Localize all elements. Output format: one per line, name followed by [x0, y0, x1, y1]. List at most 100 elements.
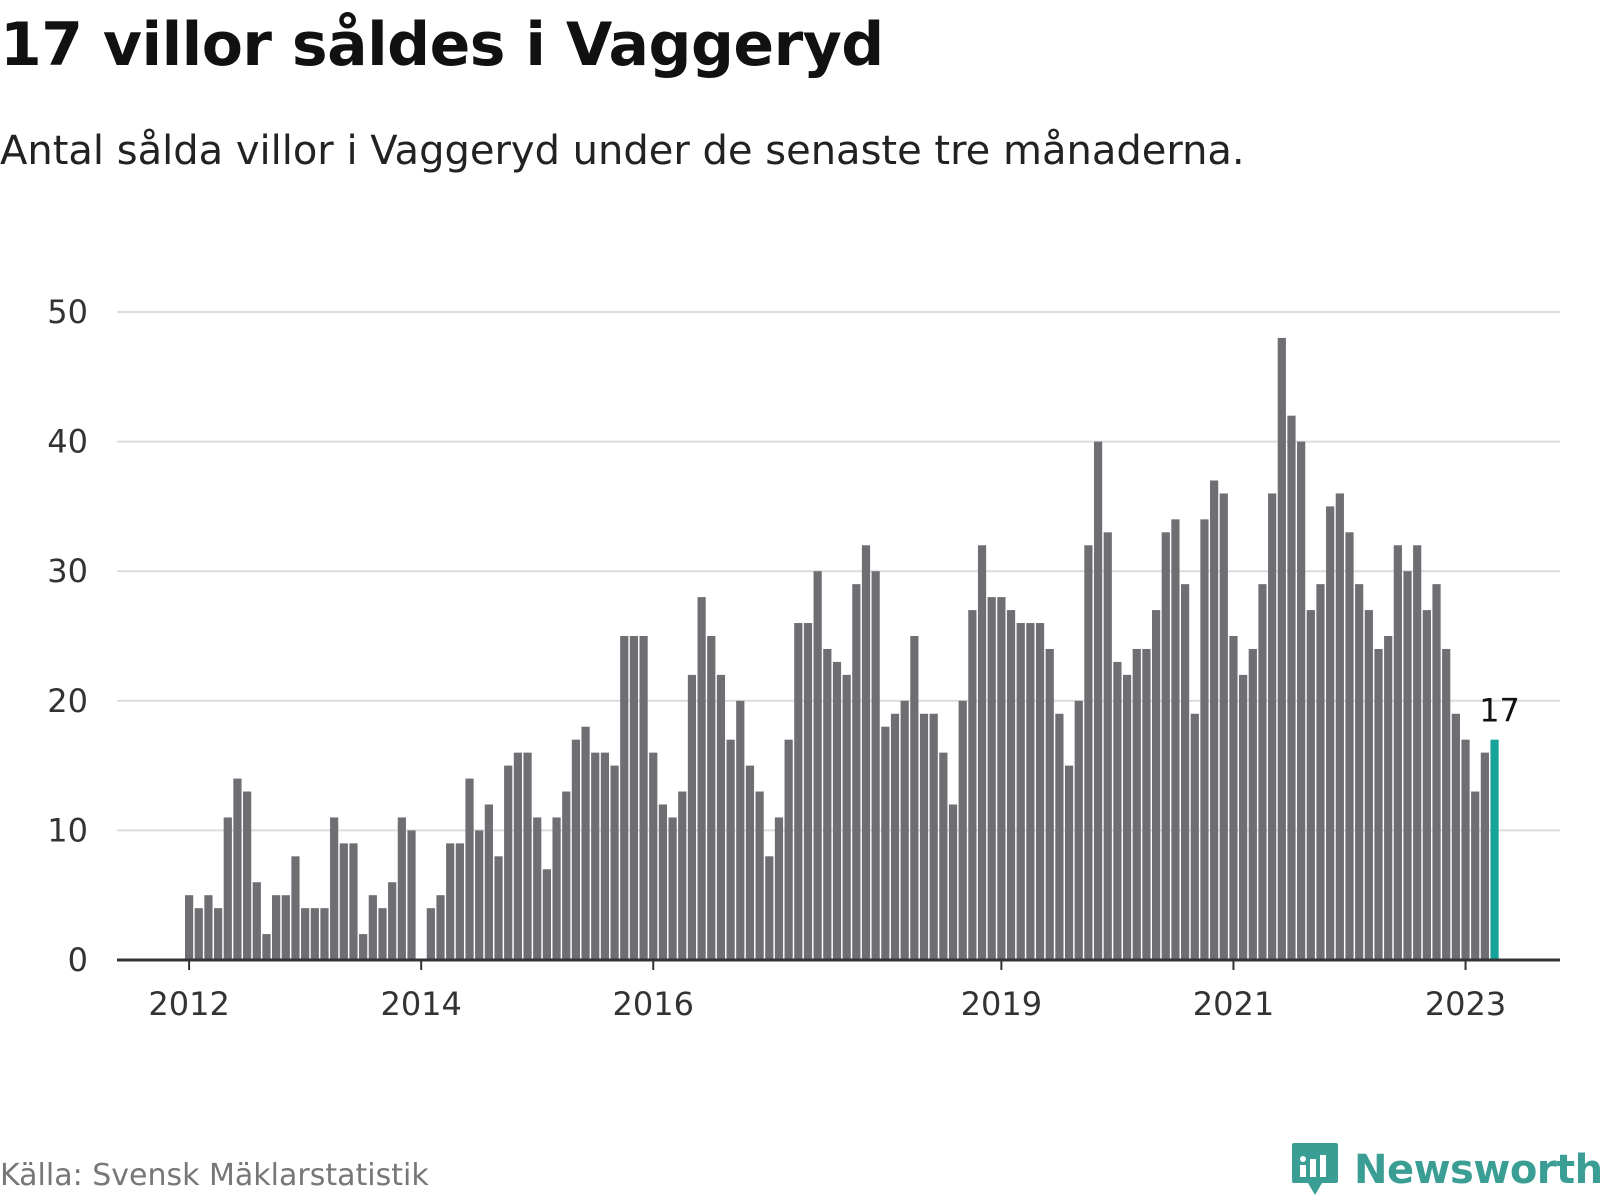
- data-label: 17: [1479, 692, 1520, 730]
- bar: [929, 713, 938, 960]
- bar: [1326, 506, 1335, 960]
- bar: [320, 908, 329, 960]
- bar: [1297, 441, 1306, 961]
- bar: [533, 817, 542, 960]
- bar-chart: 0 10 20 30 40 50 2012 2014 2016 2019 2021 2023 17: [47, 293, 1560, 1023]
- bar: [784, 739, 793, 960]
- bar: [1480, 752, 1489, 960]
- bar: [1316, 584, 1325, 960]
- bar: [755, 791, 764, 960]
- y-tick-label: 10: [47, 811, 88, 849]
- bar: [939, 752, 948, 960]
- bar: [223, 817, 232, 960]
- bar: [262, 934, 271, 960]
- bar: [194, 908, 203, 960]
- bar: [1345, 532, 1354, 960]
- bar: [1171, 519, 1180, 960]
- bar: [204, 895, 213, 960]
- bar: [465, 778, 474, 960]
- bar: [987, 597, 996, 960]
- bar: [910, 636, 919, 960]
- data-labels: 17: [1479, 692, 1520, 730]
- y-tick-label: 30: [47, 552, 88, 590]
- bar: [1403, 571, 1412, 960]
- bar: [252, 882, 261, 960]
- bar: [388, 882, 397, 960]
- bar: [861, 545, 871, 960]
- bar: [610, 765, 619, 960]
- bar: [1103, 532, 1112, 960]
- bar: [1074, 700, 1083, 960]
- bar: [243, 791, 252, 960]
- x-tick-label: 2016: [613, 985, 694, 1023]
- bar: [765, 856, 774, 960]
- bar: [378, 908, 387, 960]
- bar: [890, 713, 900, 960]
- bar: [968, 610, 977, 960]
- page-title: 17 villor såldes i Vaggeryd: [0, 10, 884, 80]
- bar: [1451, 713, 1460, 960]
- bar: [349, 843, 358, 960]
- bar: [1142, 648, 1151, 960]
- bar: [552, 817, 561, 960]
- bar: [397, 817, 406, 960]
- x-tick-label: 2012: [148, 985, 229, 1023]
- bar: [1113, 661, 1122, 960]
- bar: [475, 830, 484, 960]
- bar: [359, 934, 368, 960]
- bar: [562, 791, 571, 960]
- bar: [1461, 739, 1470, 960]
- bar: [794, 623, 803, 960]
- axes: 0 10 20 30 40 50 2012 2014 2016 2019 2021 2023: [47, 293, 1560, 1023]
- bar: [214, 908, 223, 960]
- source-note: Källa: Svensk Mäklarstatistik: [0, 1158, 429, 1193]
- bar: [1210, 480, 1219, 960]
- bar: [1084, 545, 1093, 960]
- bar: [1045, 648, 1054, 960]
- bar: [407, 830, 416, 960]
- bar: [1016, 623, 1025, 960]
- bar: [716, 674, 726, 960]
- bar: [1152, 610, 1161, 960]
- bar: [900, 700, 909, 960]
- bar: [977, 545, 987, 960]
- bar-highlight: [1490, 739, 1499, 960]
- bar: [823, 648, 832, 960]
- bar: [446, 843, 455, 960]
- bar: [301, 908, 310, 960]
- bar: [281, 895, 290, 960]
- bar: [774, 817, 784, 960]
- bar: [813, 571, 822, 960]
- bar: [484, 804, 493, 960]
- bar: [571, 739, 580, 960]
- bars: [185, 337, 1499, 961]
- bar: [745, 765, 755, 960]
- bar: [494, 856, 503, 960]
- bar: [1035, 623, 1045, 960]
- bar: [1442, 648, 1451, 960]
- brand-logo[interactable]: Newsworthy: [1290, 1140, 1600, 1200]
- bar: [1287, 415, 1296, 960]
- bar: [736, 700, 745, 960]
- bar: [948, 804, 958, 960]
- bar: [1161, 532, 1170, 960]
- bar: [581, 726, 590, 960]
- bar: [455, 843, 464, 960]
- bar: [523, 752, 532, 960]
- bar: [1393, 545, 1402, 960]
- bar: [678, 791, 687, 960]
- bar: [620, 636, 629, 960]
- bar: [852, 584, 861, 960]
- bar: [1268, 493, 1277, 960]
- x-tick-label: 2019: [961, 985, 1042, 1023]
- y-tick-label: 20: [47, 682, 88, 720]
- bar: [842, 674, 851, 960]
- bar: [832, 661, 842, 960]
- bar: [1064, 765, 1074, 960]
- x-tick-label: 2014: [380, 985, 461, 1023]
- bar: [1122, 674, 1132, 960]
- bar: [272, 895, 281, 960]
- y-tick-label: 0: [68, 941, 88, 979]
- bar: [919, 713, 929, 960]
- bar: [1219, 493, 1228, 960]
